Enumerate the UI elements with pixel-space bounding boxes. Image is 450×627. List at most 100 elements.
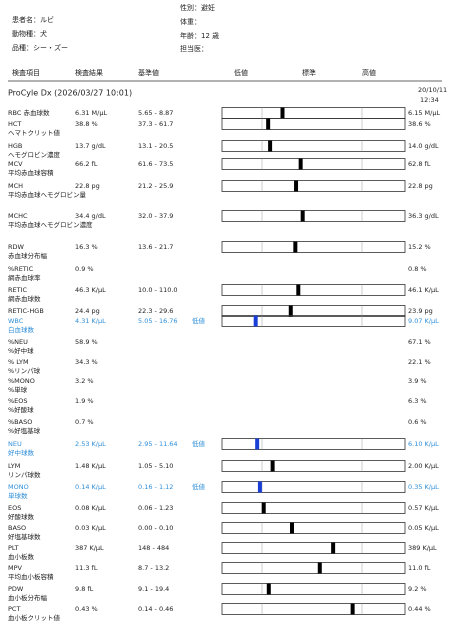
item-name: % LYM — [8, 358, 29, 366]
item-sub: ヘモグロビン濃度 — [8, 150, 61, 159]
col-header: 標準 — [302, 68, 316, 77]
range-bar — [221, 562, 406, 574]
result: 1.48 K/µL — [75, 462, 106, 470]
marker — [253, 315, 258, 327]
item-sub: 血小板数 — [8, 552, 35, 561]
range: 148 - 484 — [138, 544, 169, 552]
marker — [270, 460, 275, 472]
item-sub: 好塩基球数 — [8, 532, 41, 541]
result: 24.4 pg — [75, 307, 100, 315]
result: 13.7 g/dL — [75, 142, 106, 150]
flag: 低値 — [192, 316, 206, 325]
item-name: BASO — [8, 524, 26, 532]
range-bar — [221, 158, 406, 170]
item-sub: %好酸球 — [8, 405, 34, 414]
item-sub: 網赤血球数 — [8, 294, 41, 303]
item-name: PLT — [8, 544, 19, 552]
previous: 0.57 K/µL — [408, 504, 439, 512]
result: 0.03 K/µL — [75, 524, 106, 532]
result: 34.4 g/dL — [75, 212, 106, 220]
result: 4.31 K/µL — [75, 317, 106, 325]
previous: 62.8 fL — [408, 160, 431, 168]
item-sub: ヘマトクリット値 — [8, 128, 61, 137]
species: 動物種：犬 — [12, 29, 47, 38]
range-bar — [221, 583, 406, 595]
previous: 0.35 K/µL — [408, 483, 439, 491]
col-header: 基準値 — [138, 68, 159, 77]
marker — [300, 210, 305, 222]
item-name: RETIC-HGB — [8, 307, 44, 315]
result: 2.53 K/µL — [75, 440, 106, 448]
previous: 11.0 fL — [408, 564, 431, 572]
result: 387 K/µL — [75, 544, 104, 552]
previous: 22.8 pg — [408, 182, 433, 190]
item-sub: 血小板分布幅 — [8, 593, 48, 602]
previous: 9.07 K/µL — [408, 317, 439, 325]
item-name: NEU — [8, 440, 22, 448]
item-sub: 平均赤血球ヘモグロビン濃度 — [8, 220, 93, 229]
result: 3.2 % — [75, 377, 94, 385]
result: 66.2 fL — [75, 160, 98, 168]
result: 0.14 K/µL — [75, 483, 106, 491]
result: 22.8 pg — [75, 182, 100, 190]
range-bar — [221, 438, 406, 450]
item-sub: 好酸球数 — [8, 512, 35, 521]
result: 34.3 % — [75, 358, 98, 366]
range-bar — [221, 542, 406, 554]
previous: 3.9 % — [408, 377, 427, 385]
previous: 14.0 g/dL — [408, 142, 439, 150]
item-name: %NEU — [8, 338, 28, 346]
previous: 15.2 % — [408, 243, 431, 251]
col-header: 低値 — [234, 68, 248, 77]
marker — [266, 583, 271, 595]
item-sub: 単球数 — [8, 491, 28, 500]
previous: 6.10 K/µL — [408, 440, 439, 448]
range: 13.1 - 20.5 — [138, 142, 173, 150]
range: 0.16 - 1.12 — [138, 483, 173, 491]
range: 2.95 - 11.64 — [138, 440, 178, 448]
result: 0.08 K/µL — [75, 504, 106, 512]
item-name: MCHC — [8, 212, 28, 220]
marker — [255, 438, 260, 450]
item-name: %EOS — [8, 397, 28, 405]
previous: 38.6 % — [408, 120, 431, 128]
item-name: RBC 赤血球数 — [8, 108, 50, 117]
range: 1.05 - 5.10 — [138, 462, 173, 470]
item-name: HCT — [8, 120, 21, 128]
previous: 46.1 K/µL — [408, 286, 439, 294]
flag: 低値 — [192, 482, 206, 491]
age: 年齢：12 歳 — [180, 31, 219, 40]
range: 10.0 - 110.0 — [138, 286, 178, 294]
range-bar — [221, 522, 406, 534]
result: 58.9 % — [75, 338, 98, 346]
range: 5.65 - 8.87 — [138, 109, 173, 117]
range: 21.2 - 25.9 — [138, 182, 173, 190]
result: 16.3 % — [75, 243, 98, 251]
weight: 体重： — [180, 17, 201, 26]
item-name: WBC — [8, 317, 24, 325]
item-sub: 平均赤血球ヘモグロビン量 — [8, 190, 87, 199]
col-header: 検査項目 — [12, 68, 40, 77]
range-bar — [221, 315, 406, 327]
section-title: ProCyle Dx (2026/03/27 10:01) — [8, 89, 132, 98]
range: 0.00 - 0.10 — [138, 524, 173, 532]
item-sub: 血小板クリット値 — [8, 613, 61, 622]
previous: 6.15 M/µL — [408, 109, 440, 117]
range: 9.1 - 19.4 — [138, 585, 169, 593]
rows: RBC 赤血球数 6.31 M/µL 5.65 - 8.87 6.15 M/µL HCT… — [8, 107, 440, 622]
previous: 0.44 % — [408, 605, 431, 613]
range: 37.3 - 61.7 — [138, 120, 173, 128]
range-bar — [221, 481, 406, 493]
marker — [266, 118, 271, 130]
item-sub: %リンパ球 — [8, 366, 41, 375]
marker — [288, 305, 293, 317]
range: 22.3 - 29.6 — [138, 307, 173, 315]
marker — [317, 562, 322, 574]
range: 32.0 - 37.9 — [138, 212, 173, 220]
item-name: LYM — [8, 462, 20, 470]
marker — [261, 502, 266, 514]
previous: 36.3 g/dL — [408, 212, 439, 220]
item-name: PCT — [8, 605, 20, 613]
previous: 6.3 % — [408, 397, 427, 405]
marker — [294, 180, 299, 192]
